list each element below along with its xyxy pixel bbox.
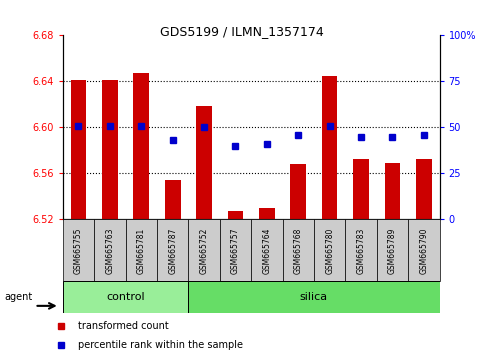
- Bar: [353, 159, 369, 219]
- Bar: [71, 80, 86, 219]
- Bar: [408, 219, 440, 281]
- Bar: [290, 164, 306, 219]
- Bar: [322, 76, 338, 219]
- Bar: [416, 159, 432, 219]
- Text: GSM665787: GSM665787: [168, 227, 177, 274]
- Bar: [345, 219, 377, 281]
- Bar: [188, 219, 220, 281]
- Bar: [196, 105, 212, 219]
- Text: GSM665781: GSM665781: [137, 227, 146, 274]
- Bar: [377, 219, 408, 281]
- Bar: [63, 281, 188, 313]
- Bar: [259, 208, 275, 219]
- Text: silica: silica: [300, 292, 328, 302]
- Text: GSM665780: GSM665780: [325, 227, 334, 274]
- Bar: [227, 211, 243, 219]
- Bar: [314, 219, 345, 281]
- Bar: [63, 219, 94, 281]
- Text: GSM665783: GSM665783: [356, 227, 366, 274]
- Text: GSM665768: GSM665768: [294, 227, 303, 274]
- Bar: [220, 219, 251, 281]
- Text: GSM665757: GSM665757: [231, 227, 240, 274]
- Text: transformed count: transformed count: [78, 321, 169, 331]
- Text: GSM665790: GSM665790: [419, 227, 428, 274]
- Text: control: control: [106, 292, 145, 302]
- Bar: [157, 219, 188, 281]
- Text: GSM665789: GSM665789: [388, 227, 397, 274]
- Text: GSM665764: GSM665764: [262, 227, 271, 274]
- Text: percentile rank within the sample: percentile rank within the sample: [78, 341, 243, 350]
- Bar: [133, 73, 149, 219]
- Bar: [188, 281, 440, 313]
- Text: GDS5199 / ILMN_1357174: GDS5199 / ILMN_1357174: [159, 25, 324, 38]
- Text: GSM665763: GSM665763: [105, 227, 114, 274]
- Bar: [94, 219, 126, 281]
- Bar: [384, 163, 400, 219]
- Bar: [251, 219, 283, 281]
- Bar: [126, 219, 157, 281]
- Text: GSM665755: GSM665755: [74, 227, 83, 274]
- Bar: [283, 219, 314, 281]
- Text: agent: agent: [5, 292, 33, 302]
- Bar: [165, 180, 181, 219]
- Bar: [102, 80, 118, 219]
- Text: GSM665752: GSM665752: [199, 227, 209, 274]
